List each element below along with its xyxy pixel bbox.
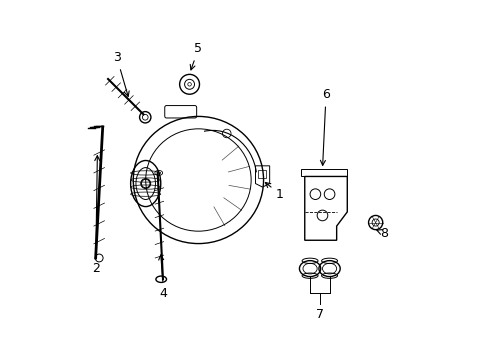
- Bar: [301, 169, 346, 176]
- Text: 7: 7: [315, 308, 323, 321]
- Text: 6: 6: [320, 89, 329, 165]
- Text: 8: 8: [376, 227, 387, 240]
- Text: 5: 5: [190, 42, 202, 70]
- Bar: [258, 170, 265, 178]
- Text: 2: 2: [92, 156, 100, 275]
- Text: 4: 4: [158, 255, 167, 300]
- Text: 3: 3: [113, 51, 129, 96]
- Text: 1: 1: [265, 183, 284, 201]
